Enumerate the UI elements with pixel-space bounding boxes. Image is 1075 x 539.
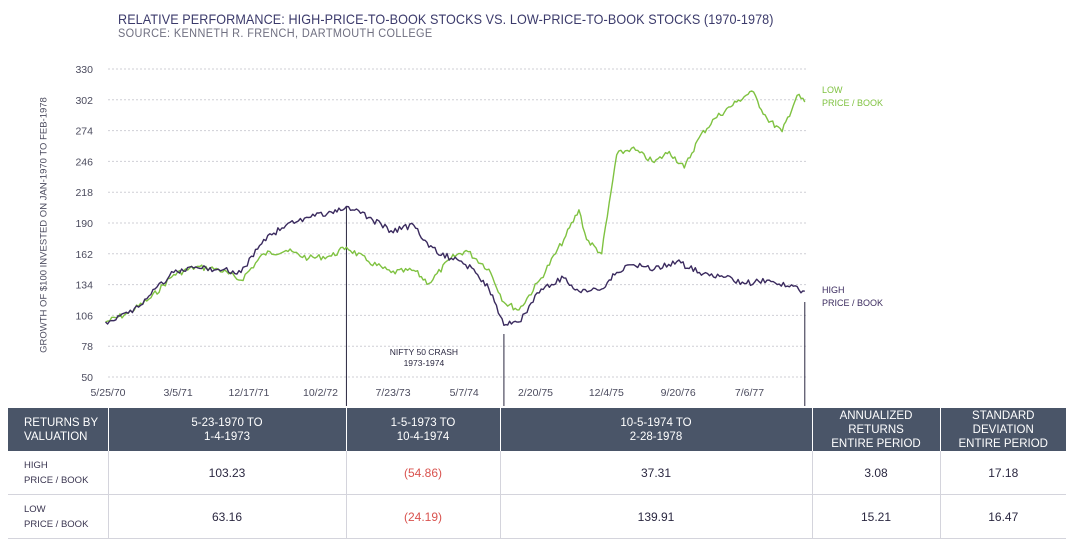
x-tick-label: 9/20/76 xyxy=(661,387,696,399)
x-tick-label: 5/25/70 xyxy=(90,387,125,399)
chart-title: RELATIVE PERFORMANCE: HIGH-PRICE-TO-BOOK… xyxy=(118,11,774,27)
x-tick-label: 5/7/74 xyxy=(450,387,479,399)
returns-table: RETURNS BY VALUATION 5-23-1970 TO 1-4-1973… xyxy=(8,408,1066,539)
cell-high-period-3: 37.31 xyxy=(500,451,813,495)
cell-low-annualized: 15.21 xyxy=(812,494,941,539)
header-returns-by-valuation: RETURNS BY VALUATION xyxy=(8,408,109,451)
row-label-low: LOW PRICE / BOOK xyxy=(8,494,109,539)
header-period-2: 1-5-1973 TO 10-4-1974 xyxy=(346,408,501,451)
x-tick-label: 2/20/75 xyxy=(518,387,553,399)
y-tick-label: 134 xyxy=(75,280,93,292)
cell-high-period-1: 103.23 xyxy=(108,451,347,495)
low-pb-label: LOW xyxy=(822,85,843,95)
grid-lines xyxy=(108,68,808,378)
cell-low-period-3: 139.91 xyxy=(500,494,813,539)
y-tick-label: 246 xyxy=(75,156,93,168)
chart-source: SOURCE: KENNETH R. FRENCH, DARTMOUTH COL… xyxy=(118,28,433,40)
y-tick-label: 274 xyxy=(75,126,93,138)
header-standard-deviation: STANDARD DEVIATION ENTIRE PERIOD xyxy=(940,408,1066,451)
high-pb-label: PRICE / BOOK xyxy=(822,298,883,308)
series-lines xyxy=(105,90,806,326)
cell-high-period-2: (54.86) xyxy=(346,451,501,495)
cell-low-period-2: (24.19) xyxy=(346,494,501,539)
y-tick-label: 106 xyxy=(75,310,93,322)
x-tick-label: 7/6/77 xyxy=(735,387,764,399)
x-tick-label: 7/23/73 xyxy=(376,387,411,399)
x-axis-ticks: 5/25/70 3/5/71 12/17/71 10/2/72 7/23/73 5/7/7… xyxy=(90,387,764,399)
cell-high-stddev: 17.18 xyxy=(940,451,1066,495)
cell-high-annualized: 3.08 xyxy=(812,451,941,495)
y-tick-label: 50 xyxy=(81,372,93,384)
header-period-1: 5-23-1970 TO 1-4-1973 xyxy=(108,408,347,451)
table-row-high: HIGH PRICE / BOOK 103.23 (54.86) 37.31 3.… xyxy=(8,451,1066,495)
y-tick-label: 330 xyxy=(75,64,93,76)
header-annualized-returns: ANNUALIZED RETURNS ENTIRE PERIOD xyxy=(812,408,941,451)
x-tick-label: 10/2/72 xyxy=(303,387,338,399)
y-tick-label: 218 xyxy=(75,187,93,199)
series-labels: LOW PRICE / BOOK HIGH PRICE / BOOK xyxy=(822,85,883,308)
y-tick-label: 162 xyxy=(75,249,93,261)
low-pb-label: PRICE / BOOK xyxy=(822,98,883,108)
y-axis-ticks: 330 302 274 246 218 190 162 134 106 78 50 xyxy=(75,64,93,384)
low-pb-line xyxy=(105,90,806,323)
annotation-label: 1973-1974 xyxy=(404,358,445,368)
x-tick-label: 12/17/71 xyxy=(229,387,270,399)
header-period-3: 10-5-1974 TO 2-28-1978 xyxy=(500,408,813,451)
performance-chart: 330 302 274 246 218 190 162 134 106 78 50 5/25/70 3… xyxy=(75,64,883,406)
table-header-row: RETURNS BY VALUATION 5-23-1970 TO 1-4-1973… xyxy=(8,408,1066,451)
cell-low-stddev: 16.47 xyxy=(940,494,1066,539)
y-tick-label: 190 xyxy=(75,218,93,230)
high-pb-line xyxy=(105,205,805,326)
cell-low-period-1: 63.16 xyxy=(108,494,347,539)
row-label-high: HIGH PRICE / BOOK xyxy=(8,451,109,495)
y-tick-label: 78 xyxy=(81,341,93,353)
high-pb-label: HIGH xyxy=(822,285,845,295)
y-tick-label: 302 xyxy=(75,95,93,107)
table-row-low: LOW PRICE / BOOK 63.16 (24.19) 139.91 15.… xyxy=(8,494,1066,539)
annotation-label: NIFTY 50 CRASH xyxy=(390,347,458,357)
x-tick-label: 12/4/75 xyxy=(589,387,624,399)
x-tick-label: 3/5/71 xyxy=(163,387,192,399)
